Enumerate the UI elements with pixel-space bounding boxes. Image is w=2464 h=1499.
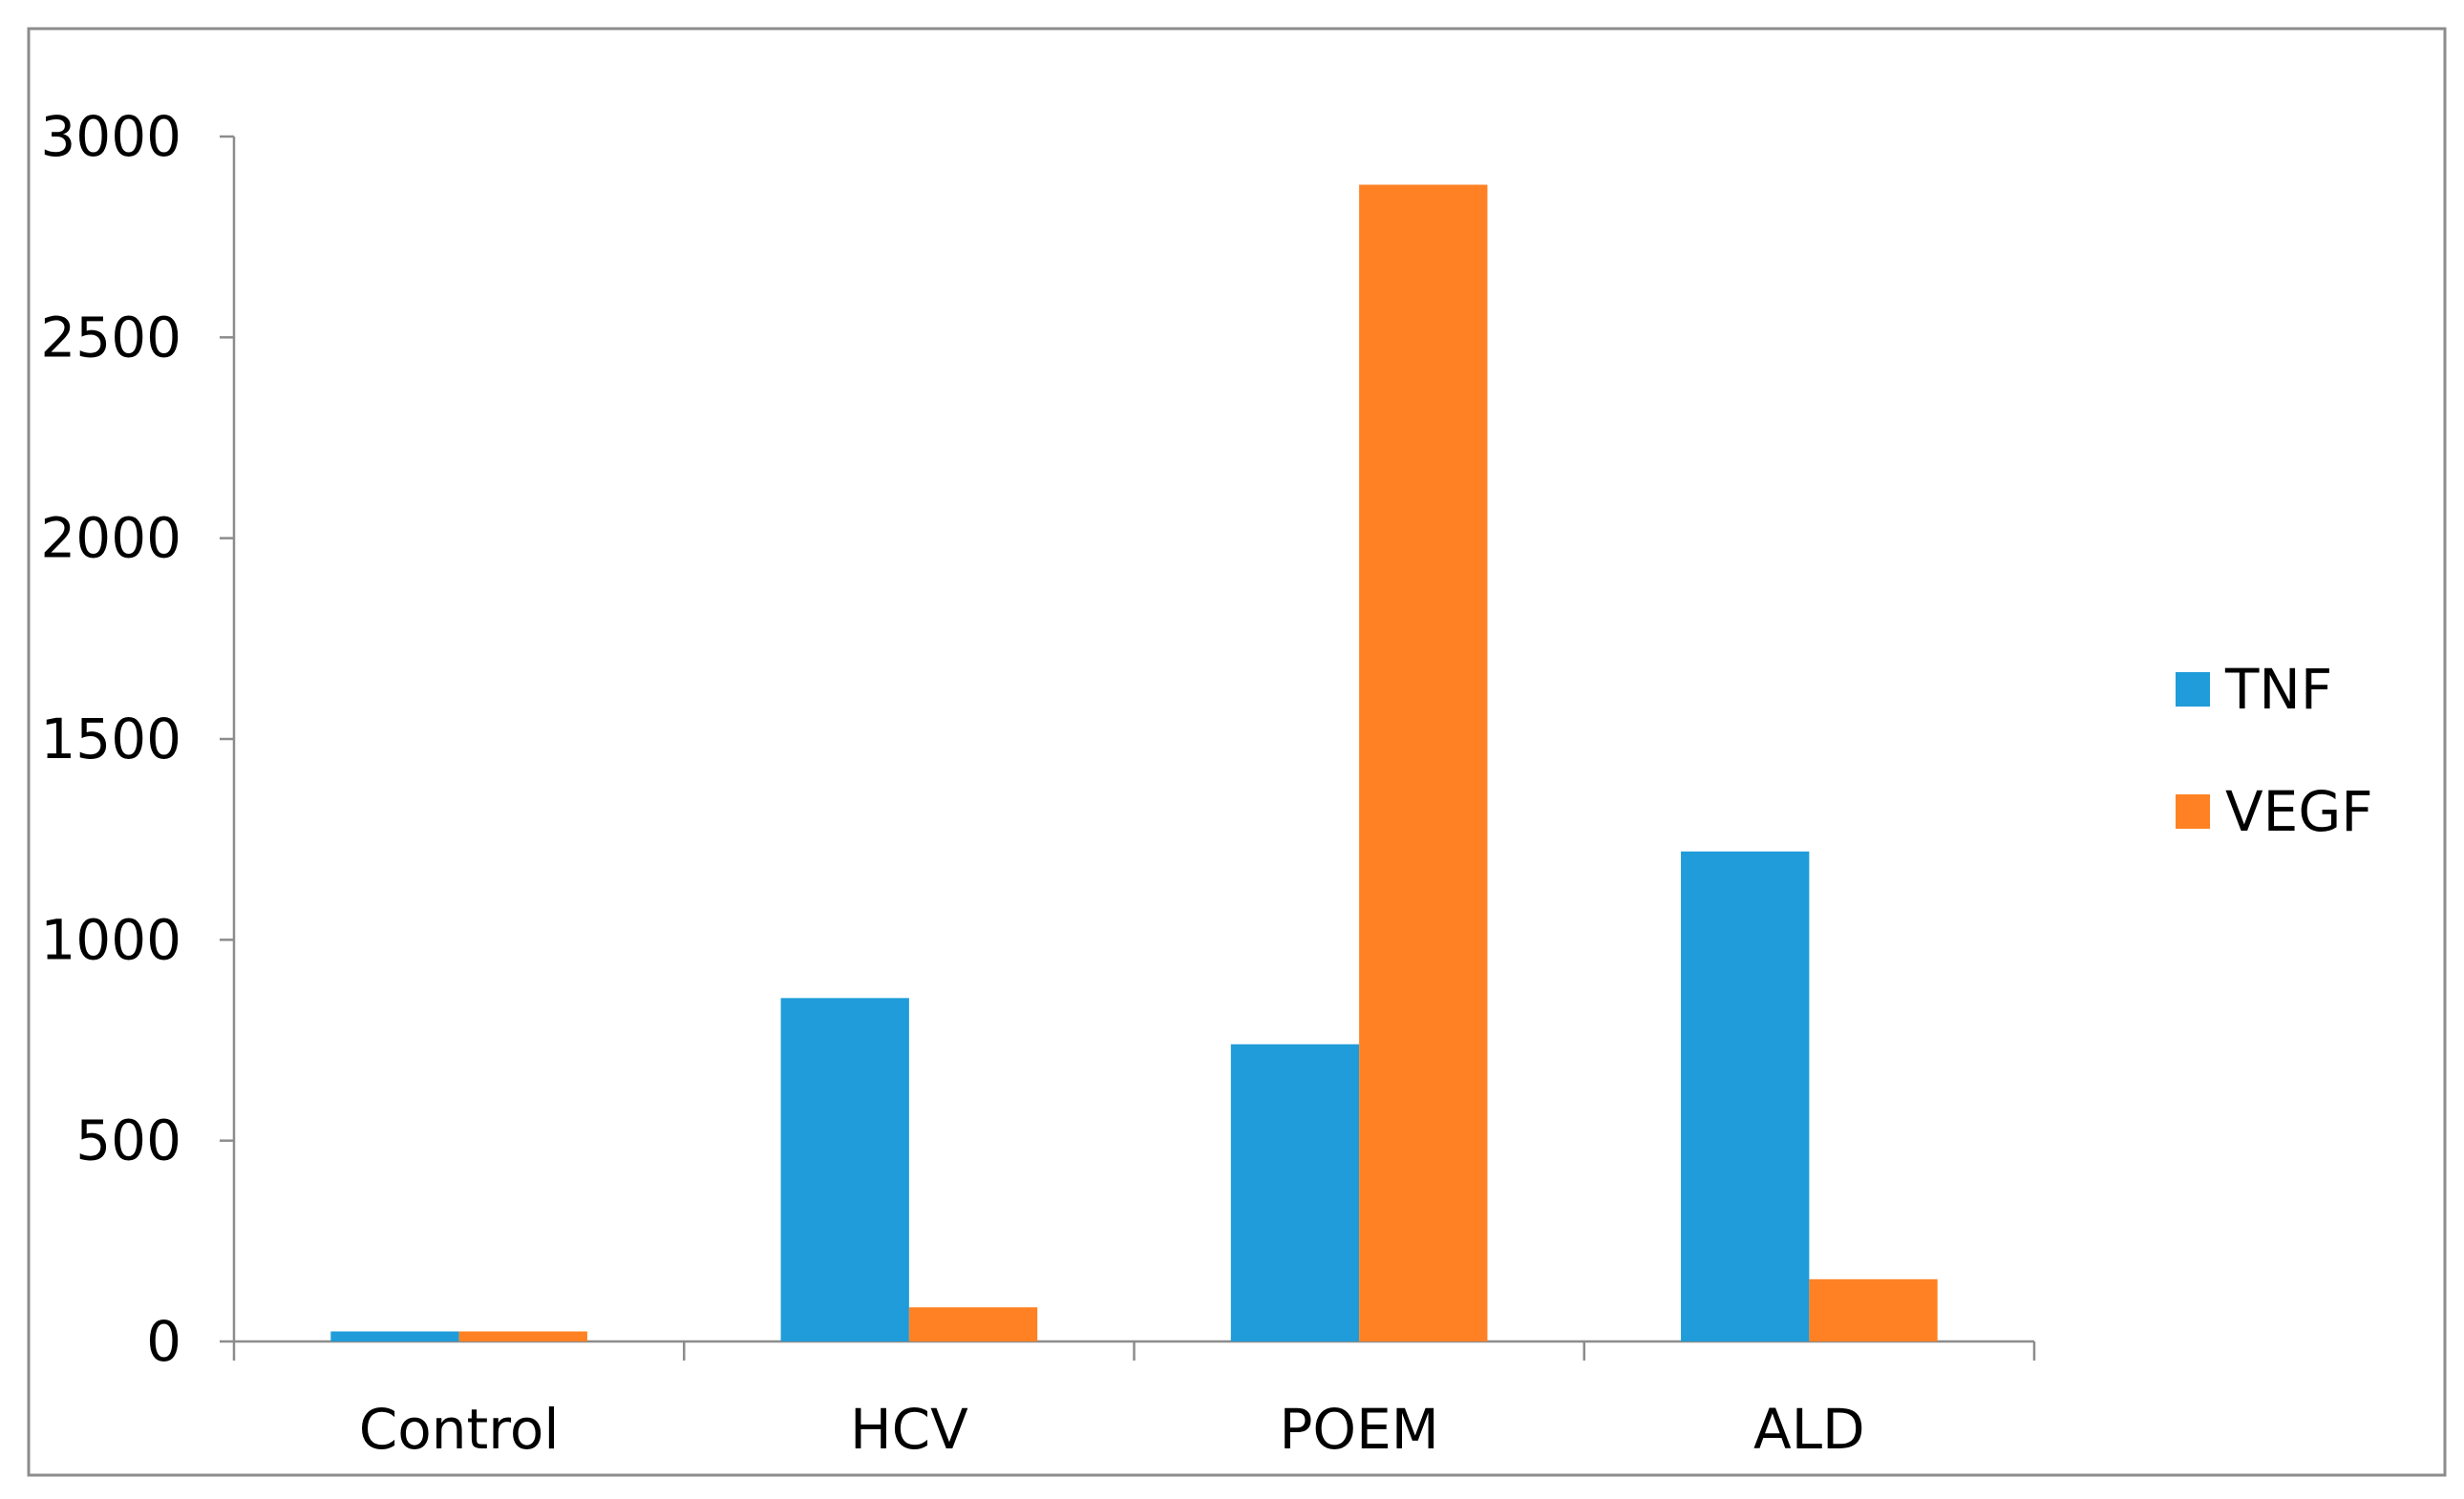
bar-tnf-poem <box>1230 1044 1360 1341</box>
x-category-label: Control <box>359 1397 560 1462</box>
y-tick-label: 0 <box>146 1309 181 1374</box>
x-category-label: POEM <box>1279 1397 1438 1462</box>
bar-vegf-ald <box>1809 1278 1938 1341</box>
y-tick-label: 2000 <box>40 506 181 571</box>
y-tick-label: 2500 <box>40 305 181 369</box>
y-tick-label: 1500 <box>40 707 181 771</box>
y-tick-label: 3000 <box>40 104 181 169</box>
legend-swatch-vegf <box>2176 794 2210 829</box>
bars <box>330 184 1938 1342</box>
legend: TNF VEGF <box>2176 657 2373 844</box>
bar-vegf-poem <box>1359 184 1488 1342</box>
y-tick-label: 500 <box>75 1108 181 1173</box>
legend-label-vegf: VEGF <box>2225 779 2373 844</box>
x-category-label: HCV <box>850 1397 968 1462</box>
legend-swatch-tnf <box>2176 672 2210 707</box>
y-axis: 0 500 1000 1500 2000 2500 3000 <box>40 104 236 1374</box>
y-tick-label: 1000 <box>40 907 181 972</box>
bar-tnf-hcv <box>780 998 909 1341</box>
x-category-label: ALD <box>1753 1397 1865 1462</box>
bar-vegf-control <box>458 1331 587 1341</box>
bar-vegf-hcv <box>908 1307 1038 1341</box>
legend-label-tnf: TNF <box>2224 657 2332 722</box>
bar-tnf-control <box>330 1331 459 1341</box>
bar-tnf-ald <box>1681 851 1810 1341</box>
